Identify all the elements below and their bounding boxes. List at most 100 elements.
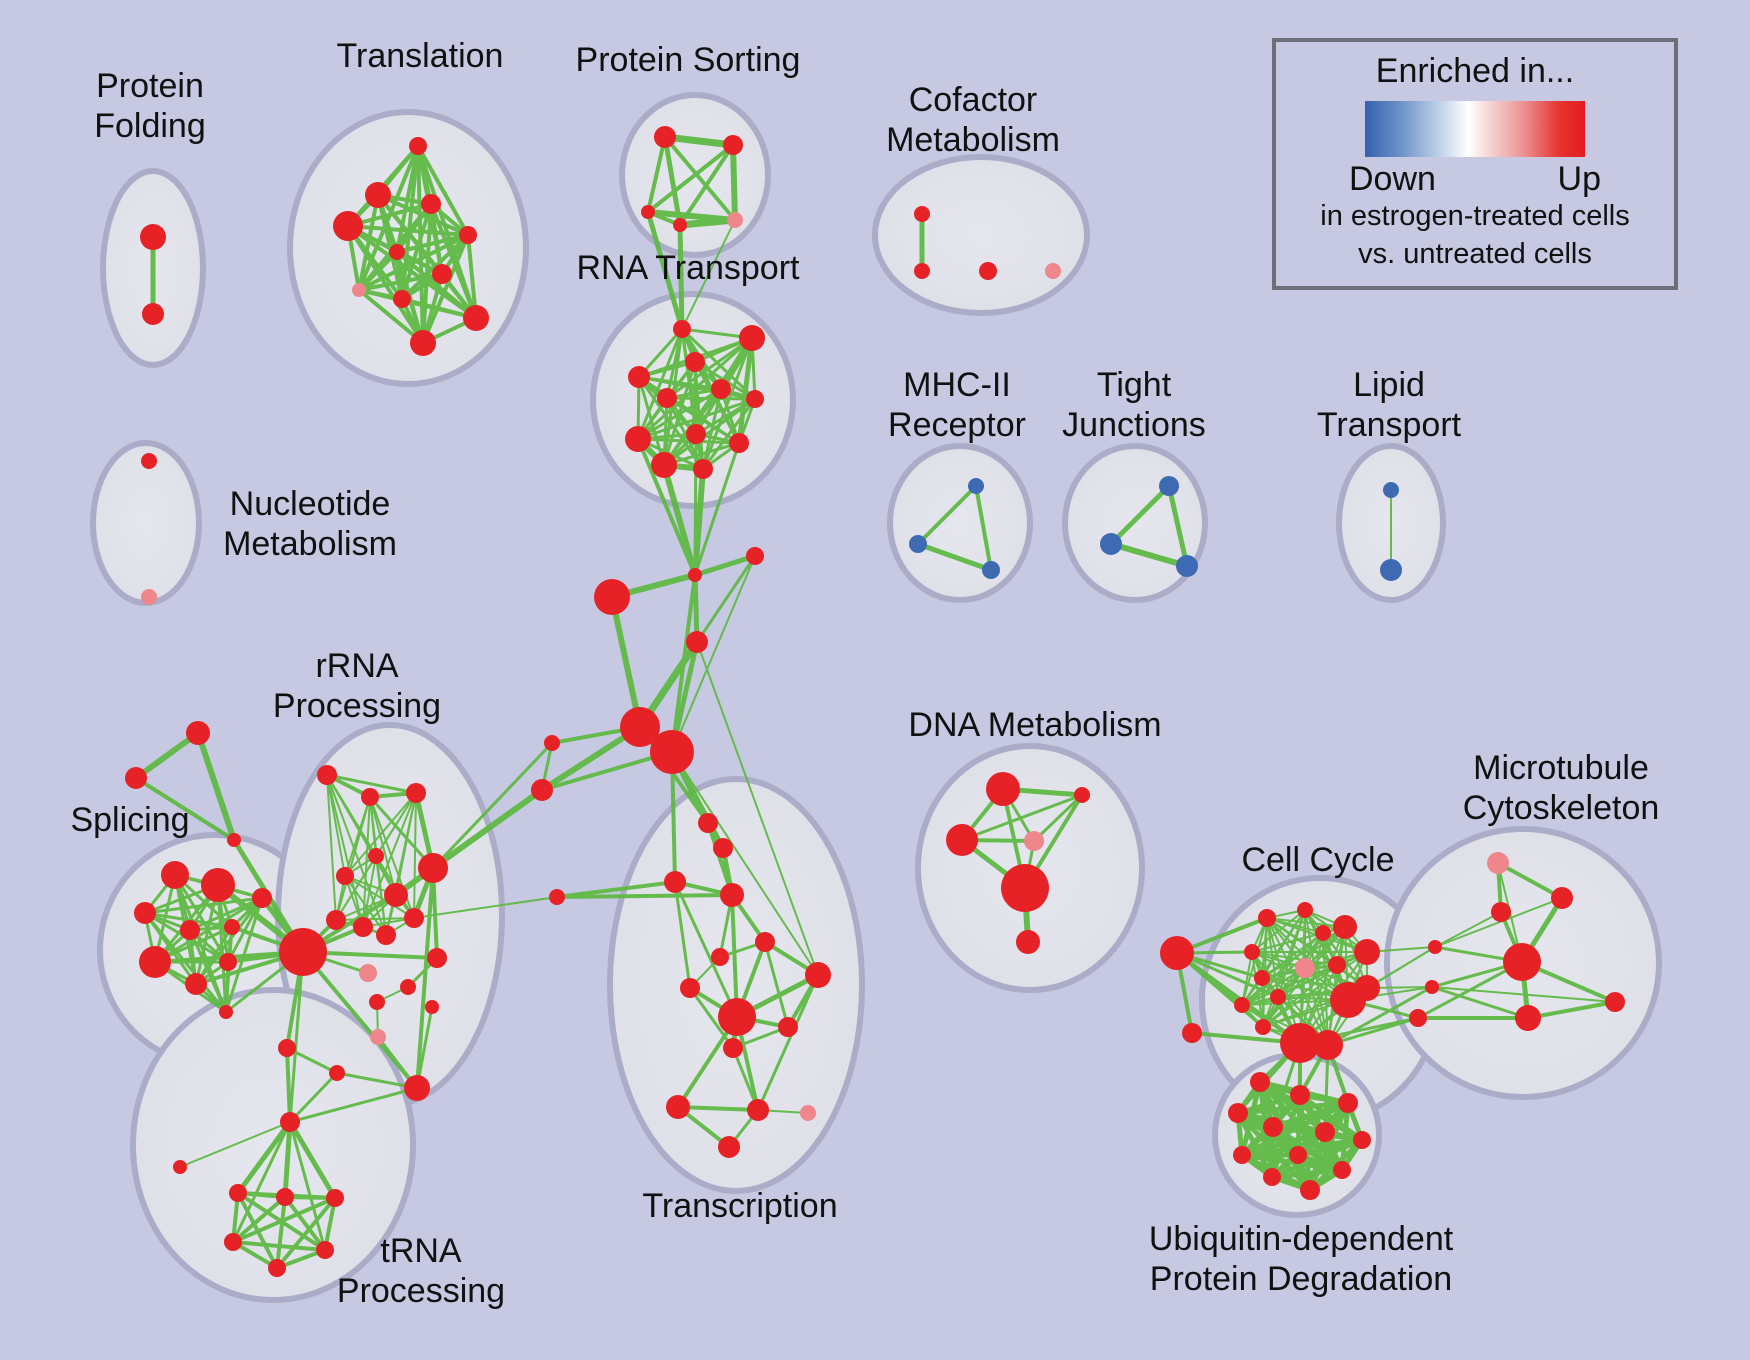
gene-set-node-red (134, 902, 156, 924)
gene-set-node-blue (968, 478, 984, 494)
cluster-label-trna-processing: tRNA (380, 1232, 462, 1270)
cluster-label-cell-cycle: Cell Cycle (1241, 841, 1394, 879)
network-edge (288, 1086, 419, 1124)
network-edge (636, 327, 684, 441)
gene-set-node-red (180, 920, 200, 940)
network-edge (676, 1105, 760, 1112)
gene-set-node-pink (1045, 263, 1061, 279)
network-edge (1366, 946, 1436, 989)
gene-set-node-red (641, 205, 655, 219)
gene-set-node-blue (1383, 482, 1399, 498)
network-edge (368, 795, 435, 870)
network-edge (1326, 1016, 1420, 1047)
network-edge (335, 917, 415, 921)
gene-set-node-red (723, 1038, 743, 1058)
network-edge (671, 751, 819, 976)
network-edge (681, 219, 736, 330)
gene-set-node-red (1016, 930, 1040, 954)
gene-set-node-red (1313, 1030, 1343, 1060)
gene-set-node-red (1263, 1117, 1283, 1137)
gene-set-node-red (384, 883, 408, 907)
network-edge (231, 1195, 287, 1244)
gene-set-node-red (680, 978, 700, 998)
gene-set-node-red (673, 320, 691, 338)
gene-set-node-red (1280, 1023, 1320, 1063)
gene-set-node-red (1409, 1009, 1427, 1027)
gene-set-node-pink (141, 589, 157, 605)
legend-up-label: Up (1557, 160, 1601, 198)
network-edge (637, 375, 705, 471)
gene-set-node-red (393, 290, 411, 308)
network-edge (763, 940, 790, 1029)
cluster-label-microtubule-cytoskeleton: Cytoskeleton (1463, 789, 1660, 827)
network-edge (288, 1071, 339, 1124)
network-edge (431, 741, 554, 870)
gene-set-node-red (1270, 989, 1286, 1005)
network-edge (960, 793, 1084, 842)
gene-set-node-red (698, 813, 718, 833)
network-edge (231, 1196, 337, 1244)
gene-set-node-red (594, 579, 630, 615)
network-edge (413, 792, 417, 919)
network-edge (1175, 951, 1265, 1029)
network-edge (415, 866, 435, 1090)
gene-set-node-red (664, 871, 686, 893)
gene-set-node-red (688, 568, 702, 582)
network-edge (609, 594, 643, 730)
gene-set-node-red (711, 948, 729, 966)
network-edge (1430, 985, 1530, 1020)
gene-set-node-red (410, 330, 436, 356)
gene-set-node-red (1353, 1131, 1371, 1149)
gene-set-node-red (979, 262, 997, 280)
gene-set-node-red (1491, 902, 1511, 922)
network-edge (1262, 951, 1368, 1028)
gene-set-node-red (463, 305, 489, 331)
gene-set-node-red (368, 848, 384, 864)
network-edge (1261, 932, 1324, 979)
gene-set-node-red (914, 263, 930, 279)
network-edge (662, 397, 757, 467)
gene-set-node-red (326, 910, 346, 930)
gene-set-node-red (1074, 787, 1090, 803)
gene-set-node-red (1290, 1085, 1310, 1105)
legend-caption-line2: vs. untreated cells (1358, 237, 1592, 270)
gene-set-node-red (549, 889, 565, 905)
gene-set-node-red (1289, 1146, 1307, 1164)
gene-set-node-red (739, 325, 765, 351)
gene-set-node-red (329, 1065, 345, 1081)
gene-set-node-red (389, 244, 405, 260)
network-edge (665, 336, 754, 400)
network-edge (415, 1005, 434, 1090)
network-edge (231, 1120, 292, 1244)
cluster-label-protein-sorting: Protein Sorting (576, 41, 801, 79)
gene-set-node-red (729, 433, 749, 453)
network-edge (1269, 1167, 1345, 1180)
legend-box: Enriched in... Down Up in estrogen-treat… (1272, 38, 1678, 290)
cluster-label-lipid-transport: Transport (1317, 406, 1462, 444)
gene-set-node-red (651, 452, 677, 478)
network-edge (357, 144, 420, 292)
network-edge (636, 437, 741, 445)
gene-set-node-pink (359, 964, 377, 982)
cluster-label-ubiquitin-degradation: Protein Degradation (1150, 1260, 1452, 1298)
gene-set-node-red (718, 998, 756, 1036)
gene-set-node-red (713, 838, 733, 858)
cluster-label-rrna-processing: Processing (273, 687, 441, 725)
network-edge (637, 375, 757, 401)
network-edge (335, 855, 377, 921)
gene-set-node-red (161, 861, 189, 889)
gene-set-node-blue (982, 561, 1000, 579)
gene-set-node-pink (1295, 958, 1315, 978)
gene-set-node-red (755, 932, 775, 952)
network-edge (195, 730, 237, 843)
network-edge (429, 202, 478, 320)
network-edge (678, 143, 735, 227)
gene-set-node-red (224, 1233, 242, 1251)
network-edge (325, 773, 418, 795)
network-edge (915, 541, 994, 573)
network-edge (680, 327, 757, 401)
network-edge (662, 441, 741, 467)
gene-set-node-red (1333, 915, 1357, 939)
gene-set-node-red (459, 226, 477, 244)
network-edge (677, 222, 685, 332)
